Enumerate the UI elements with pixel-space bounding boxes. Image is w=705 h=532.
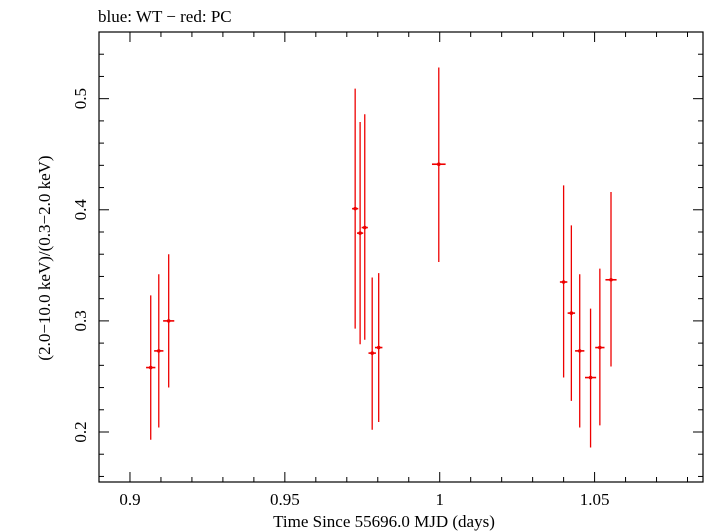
point-marker <box>148 365 153 370</box>
y-tick-label: 0.2 <box>71 421 90 442</box>
data-point <box>595 268 605 426</box>
y-axis-label: (2.0−10.0 keV)/(0.3−2.0 keV) <box>35 155 54 360</box>
point-marker <box>353 206 357 211</box>
data-point <box>163 254 175 388</box>
point-marker <box>569 311 574 315</box>
axes: 0.9 0.95 1 1.05 0.2 0.3 0.4 0.5 <box>71 31 704 509</box>
data-point <box>357 122 364 345</box>
x-tick-label: 0.95 <box>270 490 300 509</box>
data-point <box>154 274 164 428</box>
data-point <box>374 273 383 422</box>
data-points <box>146 67 617 448</box>
point-marker <box>436 162 441 167</box>
y-tick-label: 0.4 <box>71 199 90 221</box>
x-tick-label: 1 <box>435 490 444 509</box>
point-marker <box>370 351 374 355</box>
point-marker <box>156 349 161 353</box>
data-point <box>567 225 576 401</box>
point-marker <box>598 345 602 350</box>
data-point <box>361 114 368 340</box>
point-marker <box>577 349 582 353</box>
x-tick-label: 0.9 <box>119 490 140 509</box>
point-marker <box>376 345 381 350</box>
point-marker <box>358 231 362 235</box>
data-point <box>605 192 617 367</box>
point-marker <box>588 375 593 380</box>
point-marker <box>166 319 171 323</box>
data-point <box>559 185 568 378</box>
data-point <box>431 67 446 262</box>
data-point <box>146 295 156 440</box>
data-point <box>352 88 359 329</box>
x-axis-label: Time Since 55696.0 MJD (days) <box>273 512 495 531</box>
chart-title: blue: WT − red: PC <box>98 7 232 26</box>
x-tick-label: 1.05 <box>580 490 610 509</box>
plot-frame <box>98 31 704 483</box>
y-tick-label: 0.5 <box>71 88 90 109</box>
point-marker <box>609 277 613 282</box>
data-point <box>575 274 585 428</box>
data-point <box>368 277 376 430</box>
y-tick-label: 0.3 <box>71 310 90 331</box>
point-marker <box>561 280 566 284</box>
data-point <box>584 308 597 448</box>
point-marker <box>362 225 367 230</box>
